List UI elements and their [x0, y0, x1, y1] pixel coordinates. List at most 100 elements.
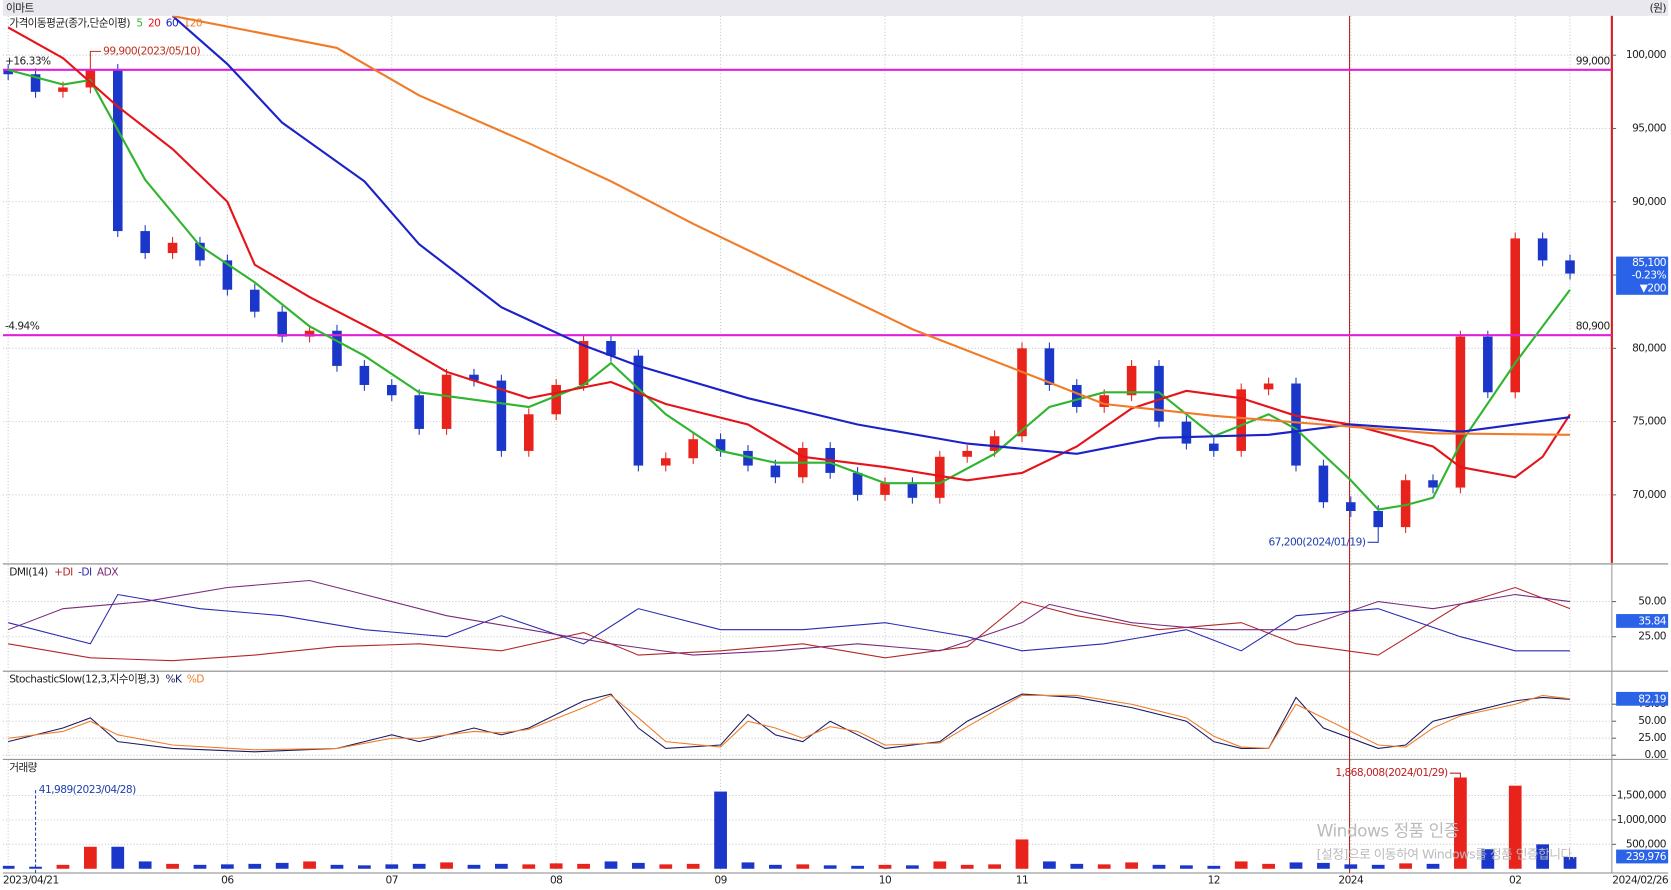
- volume-bar: [851, 865, 864, 869]
- candle-body: [551, 384, 561, 415]
- panel-title: DMI(14): [9, 565, 48, 578]
- legend-entry: ADX: [97, 565, 118, 578]
- candle-body: [496, 380, 507, 451]
- legend-entry: 20: [148, 16, 161, 29]
- last-value: 35.84: [1638, 614, 1666, 627]
- volume-bar: [1399, 863, 1412, 869]
- y-tick-label: 1,000,000: [1617, 813, 1667, 826]
- y-tick-label: 95,000: [1632, 121, 1667, 134]
- volume-bar: [1070, 863, 1084, 869]
- reference-pct: -4.94%: [5, 320, 40, 333]
- volume-bar: [385, 864, 399, 869]
- annotation: 67,200(2024/01/19): [1268, 535, 1365, 548]
- candle-body: [524, 414, 534, 451]
- legend-entry: 120: [183, 16, 202, 29]
- legend-entry: %K: [165, 673, 183, 686]
- volume-bar: [358, 865, 371, 869]
- x-tick-label: 07: [386, 873, 398, 886]
- candle-body: [1565, 260, 1575, 274]
- candle-body: [743, 450, 753, 466]
- x-tick-label: 12: [1208, 873, 1220, 886]
- series-line: [7, 26, 1571, 482]
- candle-body: [58, 87, 68, 92]
- annotation-leader: [1367, 535, 1379, 543]
- candle-body: [1181, 421, 1192, 444]
- panel: [2, 565, 1612, 670]
- y-tick-label: 80,000: [1632, 341, 1667, 354]
- candle-body: [1209, 443, 1219, 451]
- last-price: -0.23%: [1632, 269, 1667, 282]
- volume-bar: [1234, 861, 1248, 869]
- title-bar: [2, 0, 1669, 16]
- candle-body: [332, 330, 342, 366]
- volume-bar: [29, 866, 42, 869]
- x-tick-label: 11: [1016, 873, 1028, 886]
- volume-bar: [1371, 864, 1385, 869]
- candle-body: [1346, 502, 1356, 512]
- candle-body: [30, 74, 41, 92]
- volume-bar: [714, 791, 727, 869]
- last-volume: 239,976: [1626, 850, 1667, 863]
- annotation: 1,868,008(2024/01/29): [1335, 766, 1448, 779]
- volume-bar: [1152, 864, 1166, 869]
- y-tick-label: 0.00: [1645, 748, 1667, 761]
- y-tick-label: 90,000: [1632, 195, 1667, 208]
- volume-bar: [1180, 865, 1193, 869]
- series-line: [8, 593, 1571, 652]
- y-tick-label: 75,000: [1632, 415, 1667, 428]
- legend-entry: 60: [166, 16, 179, 29]
- candle-body: [222, 260, 233, 290]
- candle-body: [359, 365, 370, 385]
- candle-body: [414, 395, 424, 429]
- volume-bar: [686, 863, 700, 869]
- plot-layer: 70,00075,00080,00085,00090,00095,000100,…: [2, 15, 1669, 886]
- y-tick-label: 100,000: [1626, 48, 1667, 61]
- x-tick-label: 10: [879, 873, 892, 886]
- candle-body: [688, 439, 698, 459]
- last-price: ▼200: [1640, 281, 1667, 294]
- candle-body: [469, 374, 479, 381]
- candle-body: [304, 330, 315, 337]
- x-tick-label: 2024: [1338, 873, 1364, 886]
- volume-bar: [275, 862, 289, 869]
- panel: [2, 15, 1612, 563]
- volume-bar: [1097, 864, 1111, 869]
- y-tick-label: 25.00: [1638, 731, 1666, 744]
- panel-title: 가격이동평균(종가,단순이평): [9, 16, 130, 29]
- candle-body: [1400, 480, 1411, 528]
- volume-bar: [1481, 849, 1495, 869]
- series-line: [8, 694, 1571, 751]
- series-line: [8, 586, 1571, 662]
- volume-bar: [604, 861, 618, 869]
- volume-bar: [467, 864, 481, 869]
- volume-bar: [659, 864, 673, 869]
- panel: [2, 672, 1612, 758]
- candle-body: [880, 483, 890, 495]
- volume-bar: [495, 863, 508, 869]
- y-tick-label: 50.00: [1638, 595, 1666, 608]
- candle-body: [140, 231, 150, 254]
- volume-bar: [412, 863, 426, 869]
- volume-bar: [138, 861, 152, 869]
- volume-bar: [1289, 862, 1303, 869]
- candle-body: [195, 242, 205, 261]
- legend-entry: +DI: [54, 565, 73, 578]
- volume-bar: [577, 863, 590, 869]
- volume-bar: [330, 864, 344, 869]
- volume-bar: [111, 846, 125, 869]
- candle-body: [1428, 480, 1438, 488]
- candle-body: [386, 384, 397, 396]
- candle-body: [112, 69, 123, 232]
- candle-body: [1510, 238, 1520, 393]
- volume-bar: [878, 864, 892, 869]
- volume-bar: [1317, 862, 1330, 869]
- y-tick-label: 1,500,000: [1617, 788, 1667, 801]
- candle-body: [1263, 383, 1274, 390]
- volume-bar: [248, 863, 262, 869]
- candle-body: [85, 69, 96, 88]
- last-value: 82.19: [1638, 692, 1666, 705]
- candle-body: [907, 483, 918, 498]
- volume-bar: [933, 861, 947, 869]
- volume-bar: [2, 865, 15, 869]
